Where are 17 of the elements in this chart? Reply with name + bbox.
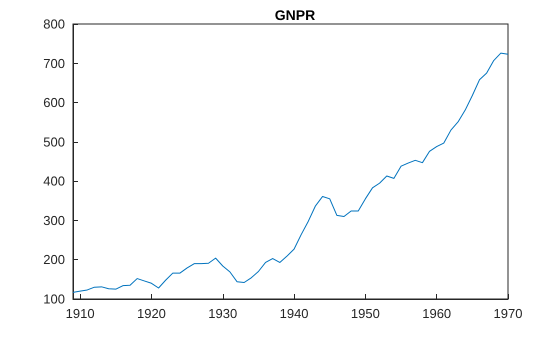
y-tick-label: 200 xyxy=(43,252,65,268)
y-tick-label: 700 xyxy=(43,56,65,71)
y-tick-label: 400 xyxy=(43,174,65,189)
x-tick-label: 1940 xyxy=(280,306,309,321)
line-series xyxy=(72,52,508,293)
y-tick-label: 800 xyxy=(43,16,65,32)
x-tick-label: 1930 xyxy=(208,306,238,321)
x-tick-label: 1950 xyxy=(350,306,380,321)
y-tick-label: 300 xyxy=(43,212,65,228)
x-tick-label: 1910 xyxy=(66,306,95,321)
x-tick-label: 1920 xyxy=(136,306,166,321)
x-tick-label: 1970 xyxy=(494,306,522,321)
y-tick-label: 500 xyxy=(43,134,65,150)
chart-title: GNPR xyxy=(274,7,316,23)
x-tick-label: 1960 xyxy=(422,306,452,321)
y-tick-label: 600 xyxy=(43,95,65,110)
y-tick-label: 100 xyxy=(43,292,65,306)
